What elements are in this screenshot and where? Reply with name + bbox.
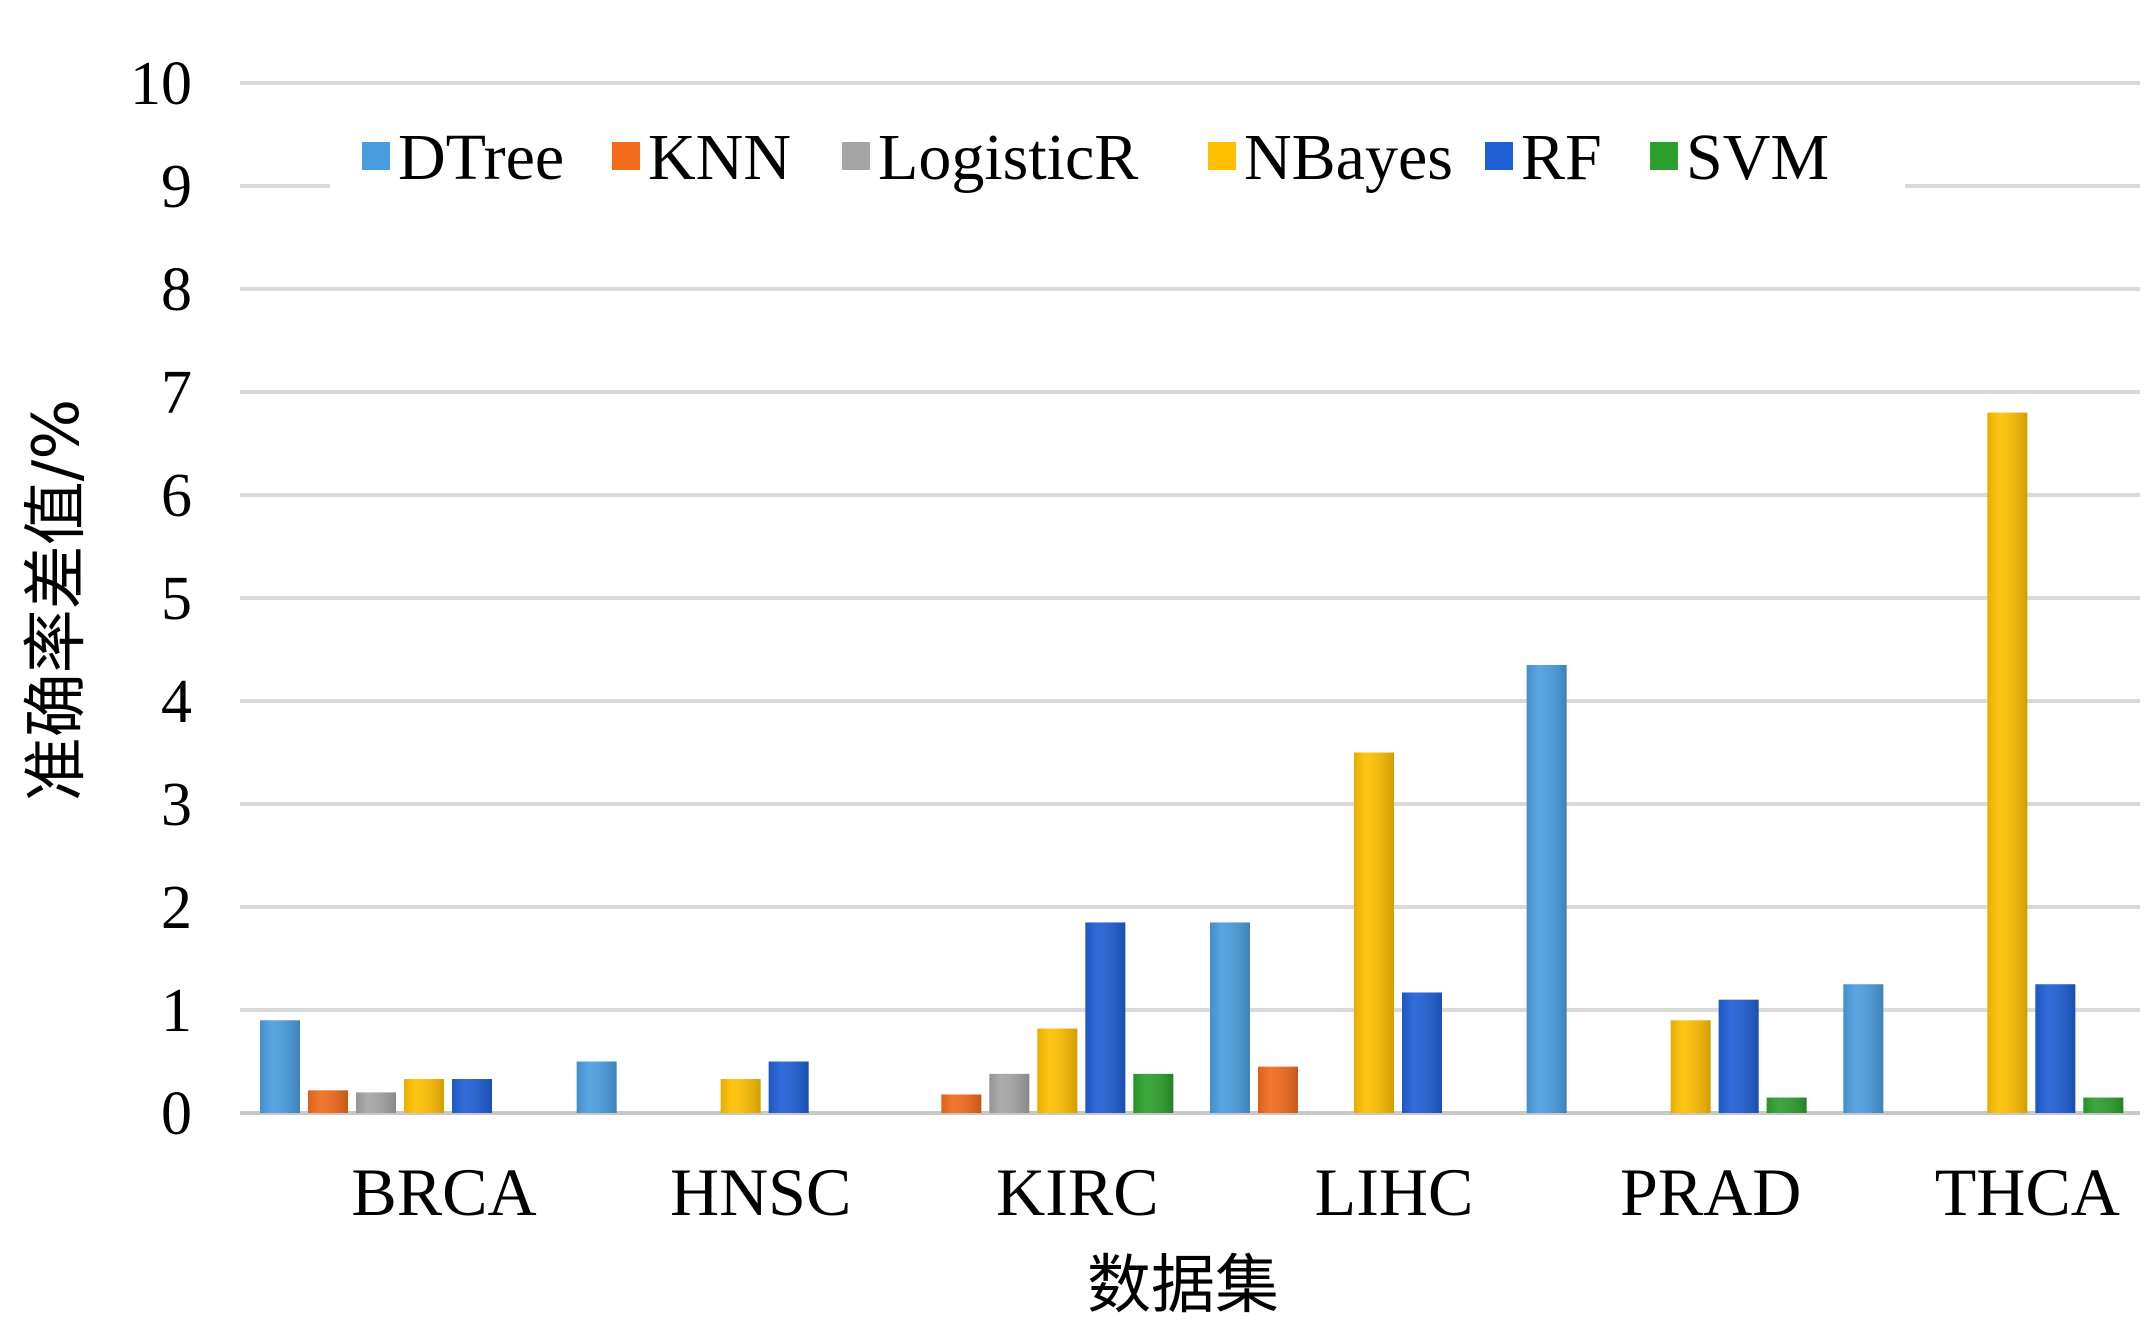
bar-shading xyxy=(1843,984,1884,1113)
gridlines xyxy=(240,81,2140,1115)
bar-shading xyxy=(720,1079,761,1113)
y-tick-label: 9 xyxy=(161,153,192,221)
y-tick-label: 0 xyxy=(161,1080,192,1148)
bar-shading xyxy=(1718,999,1759,1113)
bar-shading xyxy=(2035,984,2076,1113)
bar-shading xyxy=(1766,1097,1807,1113)
bar-shading xyxy=(1354,752,1394,1113)
legend: DTree KNN LogisticR NBayes RF SVM xyxy=(330,110,1905,200)
bar-shading xyxy=(576,1061,617,1113)
legend-background xyxy=(330,110,1905,200)
bar-shading xyxy=(989,1073,1030,1113)
x-axis-title: 数据集 xyxy=(1087,1249,1279,1323)
x-tick-label: THCA xyxy=(1935,1154,2120,1230)
bar-shading xyxy=(1402,992,1442,1113)
y-axis-ticks: 0 1 2 3 4 5 6 7 8 9 10 xyxy=(130,50,192,1148)
x-tick-label: HNSC xyxy=(670,1154,851,1230)
legend-label-rf: RF xyxy=(1521,121,1602,194)
legend-swatch-svm xyxy=(1650,142,1678,170)
y-axis-title: 准确率差值/% xyxy=(20,399,94,801)
bar-shading xyxy=(941,1094,982,1113)
bar-shading xyxy=(1987,412,2028,1114)
legend-swatch-rf xyxy=(1485,142,1513,170)
bar-shading xyxy=(768,1061,809,1113)
y-tick-label: 2 xyxy=(161,874,192,942)
bar-shading xyxy=(1526,664,1567,1113)
bar-shading xyxy=(2083,1097,2124,1113)
bar-shading xyxy=(1210,922,1250,1113)
legend-swatch-dtree xyxy=(362,142,390,170)
y-tick-label: 6 xyxy=(161,462,192,530)
y-tick-label: 7 xyxy=(161,359,192,427)
legend-label-knn: KNN xyxy=(648,121,791,194)
bar-shading xyxy=(308,1090,348,1113)
bar-shading xyxy=(404,1079,444,1113)
y-tick-label: 4 xyxy=(161,668,192,736)
bar-shading xyxy=(1133,1073,1174,1113)
legend-swatch-knn xyxy=(612,142,640,170)
y-tick-label: 8 xyxy=(161,256,192,324)
x-tick-label: PRAD xyxy=(1620,1154,1801,1230)
bar-shading xyxy=(1670,1020,1711,1113)
x-axis-categories: BRCA HNSC KIRC LIHC PRAD THCA xyxy=(351,1154,2119,1230)
bar-shading xyxy=(452,1079,492,1113)
bars xyxy=(260,412,2124,1114)
x-tick-label: KIRC xyxy=(996,1154,1158,1230)
legend-swatch-nbayes xyxy=(1208,142,1236,170)
bar-shading xyxy=(356,1092,396,1113)
legend-label-logisticr: LogisticR xyxy=(878,121,1138,194)
y-tick-label: 10 xyxy=(130,50,192,118)
y-tick-label: 5 xyxy=(161,565,192,633)
y-tick-label: 1 xyxy=(161,977,192,1045)
bar-shading xyxy=(1037,1028,1078,1113)
x-tick-label: LIHC xyxy=(1315,1154,1474,1230)
bar-shading xyxy=(260,1020,300,1113)
y-tick-label: 3 xyxy=(161,771,192,839)
legend-label-dtree: DTree xyxy=(398,121,564,194)
bar-shading xyxy=(1258,1066,1298,1113)
bar-shading xyxy=(1085,922,1126,1113)
x-tick-label: BRCA xyxy=(351,1154,536,1230)
legend-swatch-logisticr xyxy=(842,142,870,170)
legend-label-nbayes: NBayes xyxy=(1244,121,1453,194)
legend-label-svm: SVM xyxy=(1686,121,1829,194)
